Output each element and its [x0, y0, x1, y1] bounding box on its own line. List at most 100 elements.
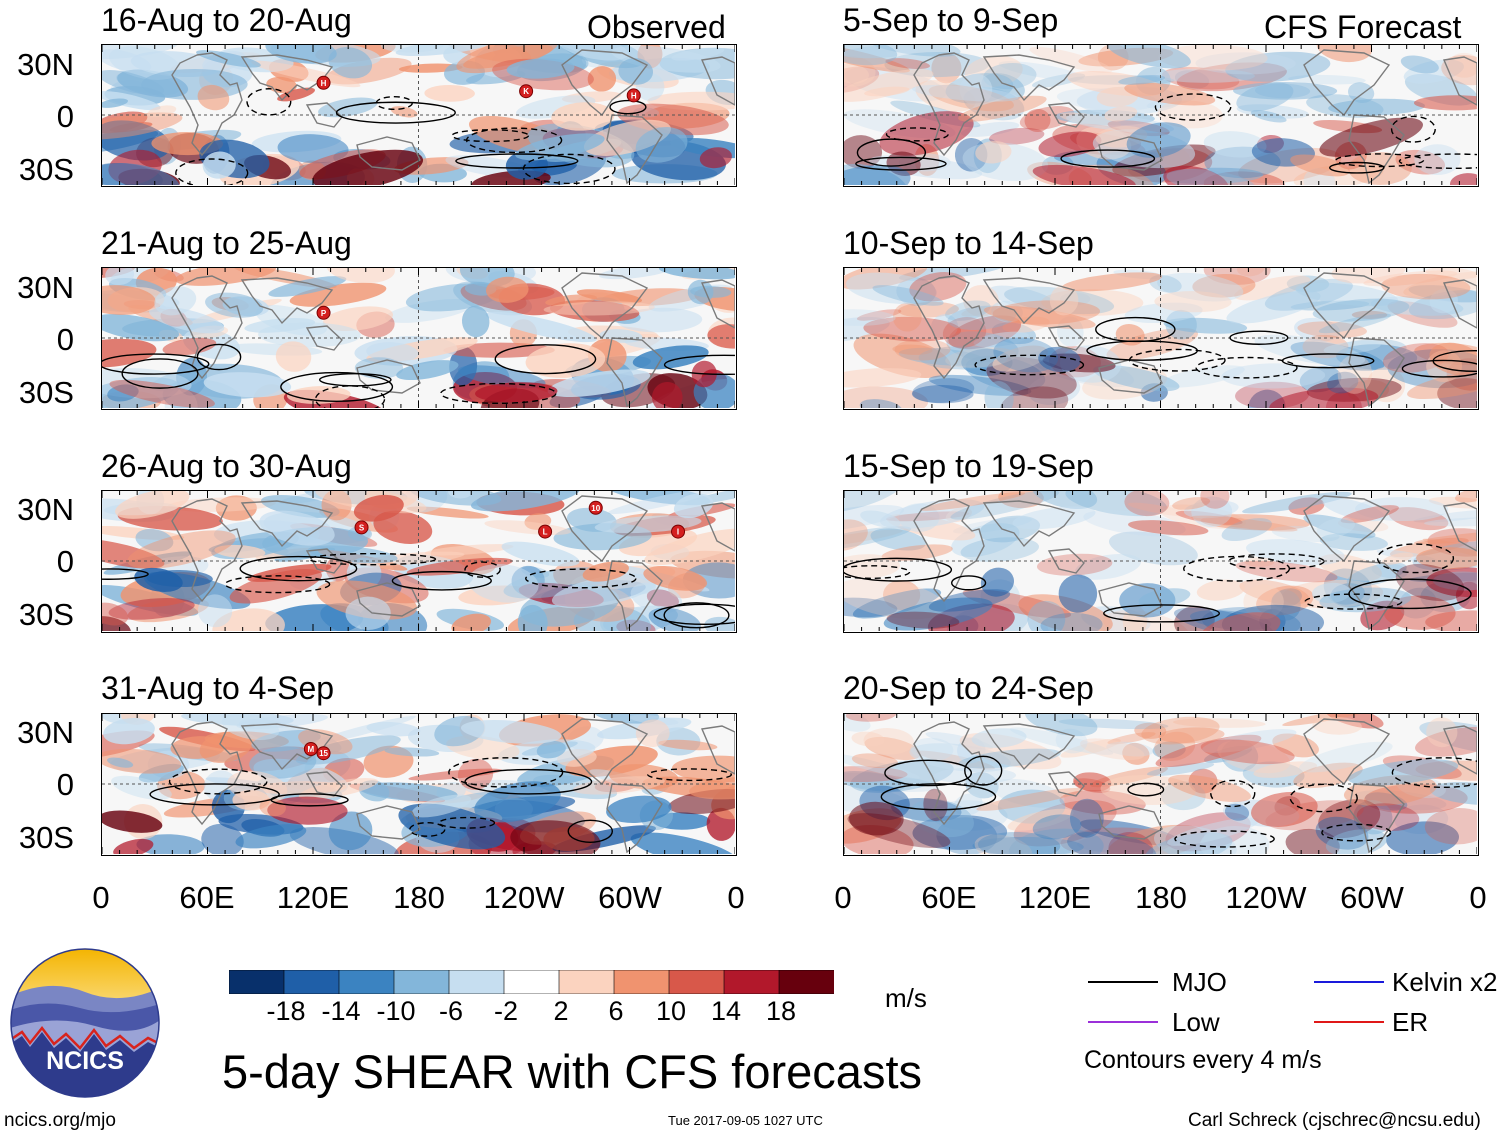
- lon-label: 120E: [276, 880, 350, 915]
- logo-text: NCICS: [46, 1047, 124, 1075]
- lat-label-30s: 30S: [18, 152, 74, 187]
- storm-marker-label: H: [321, 79, 327, 88]
- lon-label: 180: [393, 880, 445, 915]
- footer-author: Carl Schreck (cjschrec@ncsu.edu): [1188, 1110, 1481, 1131]
- storm-marker-label: I: [677, 528, 679, 537]
- axis-ticks: [844, 45, 1477, 185]
- colorbar-tick: -10: [376, 996, 416, 1026]
- map-panel-forecast-2: [843, 267, 1479, 410]
- lat-label-eq: 0: [56, 767, 74, 802]
- storm-marker: I: [671, 524, 686, 539]
- colorbar-swatch: [283, 969, 340, 995]
- map-panel-forecast-3: [843, 490, 1479, 633]
- mjo-contours: [102, 343, 735, 408]
- lat-label-30n: 30N: [17, 270, 74, 305]
- mjo-contours: [175, 88, 647, 185]
- storm-marker: 15: [316, 746, 331, 761]
- lat-label-eq: 0: [56, 544, 74, 579]
- panel-title-obs-1: 16-Aug to 20-Aug: [101, 2, 352, 38]
- legend-low-label: Low: [1172, 1007, 1220, 1037]
- lon-label: 0: [834, 880, 852, 915]
- coastline: [171, 495, 735, 631]
- axis-ticks: [102, 491, 735, 631]
- colorbar-swatch: [778, 969, 835, 995]
- footer-site-link[interactable]: ncics.org/mjo: [4, 1110, 116, 1131]
- panel-title-obs-4: 31-Aug to 4-Sep: [101, 670, 335, 706]
- colorbar-swatch: [393, 969, 450, 995]
- coastline: [171, 718, 735, 854]
- lon-label: 60W: [1340, 880, 1404, 915]
- lat-label-30s: 30S: [18, 597, 74, 632]
- shear-field: [102, 714, 735, 854]
- storm-marker-label: 10: [591, 504, 600, 513]
- lon-label: 60E: [921, 880, 977, 915]
- colorbar-tick: 6: [608, 996, 624, 1026]
- lat-label-eq: 0: [56, 99, 74, 134]
- ncics-logo: NCICS: [10, 948, 160, 1098]
- panel-title-fc-2: 10-Sep to 14-Sep: [843, 225, 1094, 261]
- map-panel-observed-1: H K H: [101, 44, 737, 187]
- colorbar-swatch: [338, 969, 395, 995]
- colorbar-tick: 18: [765, 996, 797, 1026]
- lon-label: 0: [92, 880, 110, 915]
- storm-marker-label: K: [523, 87, 529, 96]
- coastline: [913, 272, 1477, 408]
- lon-label: 120E: [1018, 880, 1092, 915]
- shear-field: [844, 45, 1477, 185]
- storm-marker: M: [303, 742, 318, 756]
- colorbar-swatch: [228, 969, 285, 995]
- colorbar-swatch: [558, 969, 615, 995]
- axis-ticks: [102, 714, 735, 854]
- lon-label: 0: [1469, 880, 1487, 915]
- storm-marker-label: P: [321, 309, 327, 318]
- panel-title-fc-3: 15-Sep to 19-Sep: [843, 448, 1094, 484]
- lon-label: 120W: [1225, 880, 1307, 915]
- map-panel-observed-3: S L 10 I: [101, 490, 737, 633]
- axis-ticks: [844, 268, 1477, 408]
- colorbar-unit: m/s: [885, 983, 927, 1013]
- storm-marker-label: L: [543, 528, 548, 537]
- lon-label: 180: [1135, 880, 1187, 915]
- lat-label-30n: 30N: [17, 715, 74, 750]
- shear-field: [102, 45, 735, 185]
- storm-marker: L: [538, 524, 553, 539]
- lat-label-30n: 30N: [17, 492, 74, 527]
- lat-label-30n: 30N: [17, 47, 74, 82]
- mjo-contours: [855, 93, 1477, 174]
- mjo-contours: [102, 552, 735, 629]
- colorbar-tick: -14: [321, 996, 361, 1026]
- colorbar-swatch: [668, 969, 725, 995]
- lat-label-30s: 30S: [18, 375, 74, 410]
- storm-marker-label: 15: [319, 749, 328, 758]
- colorbar-tick: 14: [710, 996, 742, 1026]
- legend-low-line: [1088, 1021, 1158, 1023]
- colorbar-tick: -18: [266, 996, 306, 1026]
- storm-marker: 10: [588, 500, 603, 515]
- coastline: [913, 718, 1477, 854]
- lon-label: 120W: [483, 880, 565, 915]
- legend-mjo-label: MJO: [1172, 967, 1227, 997]
- legend-mjo-line: [1088, 981, 1158, 983]
- axis-ticks: [844, 714, 1477, 854]
- colorbar-swatch: [503, 969, 560, 995]
- forecast-label: CFS Forecast: [1264, 9, 1462, 45]
- storm-marker-label: H: [631, 91, 637, 100]
- storm-marker: H: [626, 88, 641, 103]
- storm-marker: K: [519, 84, 534, 99]
- shear-field: [844, 491, 1477, 631]
- map-panel-forecast-4: [843, 713, 1479, 856]
- colorbar-swatch: [613, 969, 670, 995]
- map-panel-observed-4: M 15: [101, 713, 737, 856]
- coastline: [171, 49, 735, 185]
- observed-label: Observed: [587, 9, 726, 45]
- storm-marker: H: [316, 75, 331, 90]
- axis-ticks: [102, 268, 735, 408]
- storm-marker: S: [354, 520, 369, 535]
- legend-kelvin-label: Kelvin x2: [1392, 967, 1498, 997]
- colorbar-tick: 2: [553, 996, 569, 1026]
- legend-er-label: ER: [1392, 1007, 1429, 1037]
- storm-marker-label: S: [359, 523, 365, 532]
- map-panel-observed-2: P: [101, 267, 737, 410]
- legend-er-line: [1314, 1021, 1384, 1023]
- panel-title-obs-3: 26-Aug to 30-Aug: [101, 448, 352, 484]
